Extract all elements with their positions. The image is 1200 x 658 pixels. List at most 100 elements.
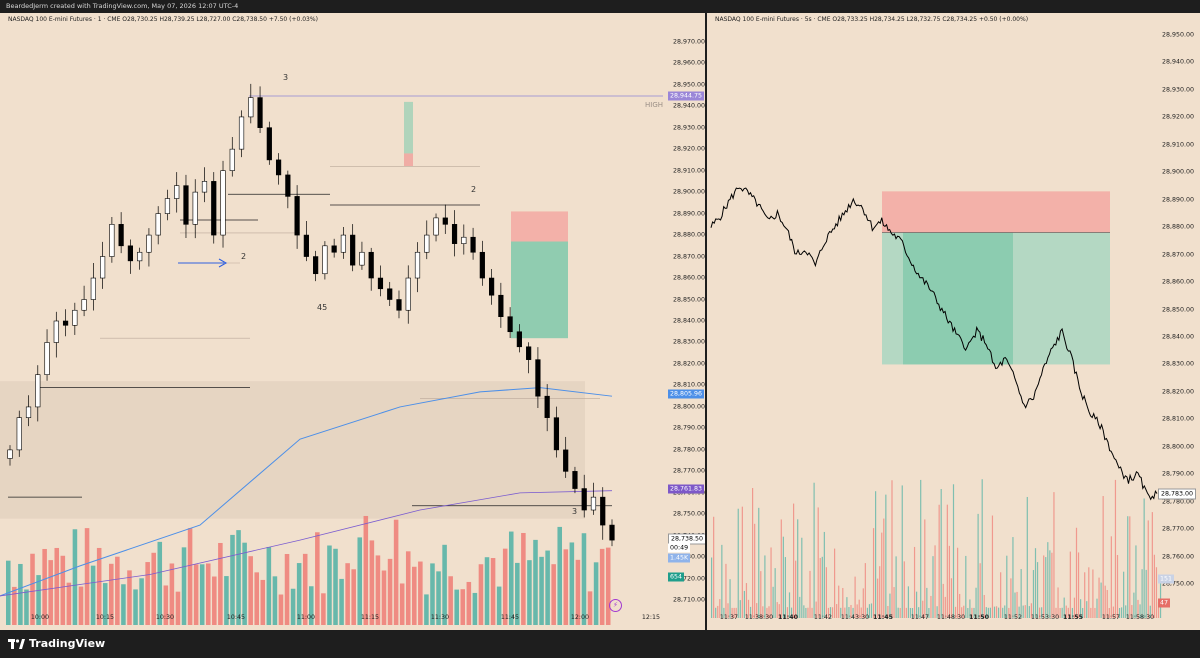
volume-bar: [575, 559, 581, 625]
volume-bar: [375, 555, 381, 625]
volume-bar: [854, 576, 856, 618]
time-label: 11:45: [872, 614, 894, 621]
price-label: 28,850.00: [673, 296, 705, 304]
volume-bar: [102, 583, 108, 625]
volume-bar: [290, 588, 296, 625]
volume-bar: [1043, 555, 1045, 618]
share-header: BeardedJerm created with TradingView.com…: [0, 0, 1200, 13]
pane-separator[interactable]: [705, 13, 707, 630]
volume-bar: [412, 566, 417, 625]
volume-bar: [1108, 607, 1110, 618]
volume-bar: [1149, 605, 1151, 618]
volume-bar: [803, 605, 805, 618]
volume-bar: [844, 607, 846, 618]
volume-bar: [985, 607, 987, 618]
candle: [183, 185, 189, 225]
price-label: 28,810.00: [1162, 415, 1195, 423]
volume-bar: [963, 605, 965, 618]
tradingview-logo[interactable]: TradingView: [8, 637, 105, 650]
volume-bar: [889, 593, 891, 618]
volume-bar: [756, 603, 758, 618]
volume-bar: [230, 534, 235, 625]
volume-bar: [998, 607, 1000, 618]
volume-bar: [715, 607, 717, 618]
left-chart-legend: NASDAQ 100 E-mini Futures · 1 · CME O28,…: [8, 16, 318, 23]
time-label: 11:47: [910, 614, 930, 621]
time-label: 11:38:30: [744, 614, 774, 621]
candle: [553, 417, 560, 451]
volume-bar: [557, 526, 563, 625]
volume-bar: [1002, 607, 1004, 618]
volume-bar: [735, 607, 737, 618]
volume-bar: [169, 563, 175, 625]
volume-bar: [1063, 597, 1065, 618]
volume-bar: [776, 602, 778, 618]
lightning-icon[interactable]: ⚡: [609, 599, 622, 612]
candle: [146, 234, 152, 253]
volume-bar: [926, 587, 928, 618]
wave-label-2: 2: [471, 184, 477, 194]
volume-bar: [805, 607, 807, 618]
stop-zone: [511, 211, 568, 242]
volume-bar: [218, 542, 223, 625]
right-price-chart[interactable]: [707, 13, 1200, 630]
volume-bar: [940, 489, 942, 618]
volume-bar: [151, 552, 156, 625]
right-chart-legend: NASDAQ 100 E-mini Futures · 5s · CME O28…: [715, 16, 1029, 23]
volume-bar: [1049, 550, 1051, 618]
high-label: HIGH: [645, 101, 664, 110]
price-line: [710, 187, 1158, 501]
left-chart-pane[interactable]: NASDAQ 100 E-mini Futures · 1 · CME O28,…: [0, 13, 705, 630]
volume-bar: [969, 599, 971, 618]
small-stop-box: [404, 153, 413, 167]
time-label: 11:42: [813, 614, 833, 621]
right-chart-pane[interactable]: NASDAQ 100 E-mini Futures · 5s · CME O28…: [707, 13, 1200, 630]
volume-bar: [1014, 592, 1016, 618]
volume-bar: [1073, 597, 1076, 618]
candle: [229, 148, 235, 171]
volume-bar: [973, 607, 975, 618]
left-price-chart[interactable]: [0, 13, 705, 630]
volume-bar: [1055, 607, 1057, 618]
volume-bar: [858, 599, 860, 618]
volume-bar: [1071, 607, 1073, 618]
arrow-icon: [218, 258, 228, 268]
candle: [90, 277, 96, 300]
volume-bar: [399, 583, 405, 625]
volume-bar: [1067, 607, 1069, 618]
price-label: 28,940.00: [1162, 58, 1195, 66]
active-target-zone: [903, 232, 1013, 365]
time-label: 10:45: [226, 614, 246, 621]
candle: [331, 245, 337, 253]
volume-bar: [918, 607, 920, 618]
time-label: 11:45: [500, 614, 520, 621]
volume-bar: [1151, 512, 1153, 618]
price-label: 28,950.00: [1162, 31, 1195, 39]
volume-bar: [731, 607, 733, 618]
candle: [544, 395, 550, 418]
volume-bar: [719, 599, 721, 618]
volume-bar: [991, 515, 994, 618]
volume-bar: [801, 537, 803, 618]
volume-bar: [521, 532, 526, 625]
volume-bar: [1110, 536, 1112, 618]
candle: [479, 251, 485, 279]
volume-bar: [924, 519, 926, 618]
volume-bar: [236, 530, 241, 625]
volume-bar: [418, 561, 423, 625]
volume-bar: [721, 544, 723, 618]
price-label: 28,830.00: [1162, 360, 1195, 368]
volume-bar: [90, 565, 96, 625]
volume-bar: [780, 519, 782, 618]
volume-bar: [242, 542, 247, 625]
volume-bar: [866, 607, 868, 618]
price-label: 28,890.00: [1162, 196, 1195, 204]
volume-bar: [907, 586, 909, 618]
volume-bar: [774, 568, 776, 618]
volume-bar: [768, 606, 770, 618]
price-label: 28,750.00: [673, 510, 705, 518]
price-label: 28,970.00: [673, 38, 705, 46]
candle: [303, 234, 309, 257]
volume-bar: [54, 547, 60, 625]
volume-bar: [1039, 607, 1041, 618]
